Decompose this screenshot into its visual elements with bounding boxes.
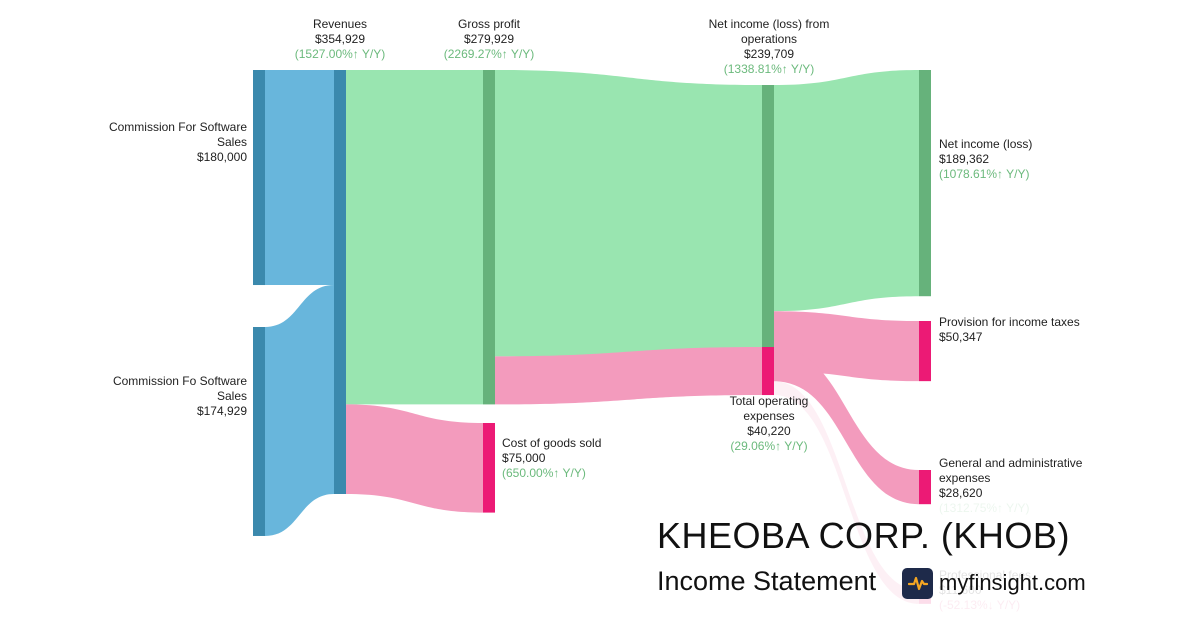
company-title: KHEOBA CORP. (KHOB) bbox=[657, 515, 1070, 556]
label-operating-income: Net income (loss) from operations $239,7… bbox=[704, 17, 834, 77]
label-general-admin-value: $28,620 bbox=[939, 486, 983, 500]
label-operating-income-yoy: (1338.81%↑ Y/Y) bbox=[723, 62, 815, 76]
flow-opi-to-ni bbox=[774, 70, 919, 312]
node-src2 bbox=[253, 327, 265, 536]
flow-src2-to-rev bbox=[265, 285, 334, 536]
label-gross-profit: Gross profit $279,929 (2269.27%↑ Y/Y) bbox=[414, 17, 564, 62]
brand[interactable]: myfinsight.com bbox=[902, 567, 1086, 599]
label-gross-profit-value: $279,929 bbox=[463, 32, 515, 46]
label-src1-name: Commission For Software Sales bbox=[108, 120, 247, 149]
label-general-admin-name: General and administrative expenses bbox=[939, 456, 1083, 485]
label-revenues-yoy: (1527.00%↑ Y/Y) bbox=[294, 47, 386, 61]
flow-rev-to-gp bbox=[346, 70, 483, 405]
label-operating-income-value: $239,709 bbox=[743, 47, 795, 61]
label-operating-expenses-value: $40,220 bbox=[747, 424, 791, 438]
brand-name: myfinsight.com bbox=[939, 570, 1086, 595]
label-cogs-value: $75,000 bbox=[502, 451, 546, 465]
label-src2-value: $174,929 bbox=[196, 404, 247, 418]
label-operating-income-name: Net income (loss) from operations bbox=[708, 17, 830, 46]
flow-opex-to-prof bbox=[774, 381, 919, 604]
label-cogs: Cost of goods sold $75,000 (650.00%↑ Y/Y… bbox=[502, 436, 652, 481]
label-revenues-name: Revenues bbox=[312, 17, 368, 31]
label-gross-profit-name: Gross profit bbox=[457, 17, 520, 31]
label-professional-fees-value: $11,600 bbox=[939, 583, 982, 597]
label-professional-fees-name: Professional fees bbox=[939, 568, 1032, 582]
flow-gp-to-opex bbox=[495, 347, 762, 405]
label-operating-expenses: Total operating expenses $40,220 (29.06%… bbox=[714, 394, 824, 454]
label-src2: Commission Fo Software Sales $174,929 bbox=[80, 374, 247, 419]
flow-rev-to-cogs bbox=[346, 404, 483, 513]
node-rev bbox=[334, 70, 346, 494]
label-cogs-yoy: (650.00%↑ Y/Y) bbox=[502, 466, 586, 480]
label-net-income-name: Net income (loss) bbox=[939, 137, 1033, 151]
label-income-taxes-value: $50,347 bbox=[939, 330, 983, 344]
label-revenues-value: $354,929 bbox=[314, 32, 366, 46]
node-opex bbox=[762, 347, 774, 396]
label-income-taxes: Provision for income taxes $50,347 bbox=[939, 315, 1119, 345]
node-opi bbox=[762, 85, 774, 372]
label-net-income: Net income (loss) $189,362 (1078.61%↑ Y/… bbox=[939, 137, 1099, 182]
label-cogs-name: Cost of goods sold bbox=[502, 436, 602, 450]
label-gross-profit-yoy: (2269.27%↑ Y/Y) bbox=[443, 47, 535, 61]
label-net-income-value: $189,362 bbox=[939, 152, 990, 166]
label-income-taxes-name: Provision for income taxes bbox=[939, 315, 1080, 329]
label-src2-name: Commission Fo Software Sales bbox=[112, 374, 247, 403]
label-professional-fees-yoy: (-52.13%↓ Y/Y) bbox=[939, 598, 1021, 612]
flow-src1-to-rev bbox=[265, 70, 334, 286]
label-operating-expenses-name: Total operating expenses bbox=[729, 394, 809, 423]
label-professional-fees: Professional fees $11,600 (-52.13%↓ Y/Y) bbox=[939, 568, 1089, 613]
node-gp bbox=[483, 70, 495, 405]
label-operating-expenses-yoy: (29.06%↑ Y/Y) bbox=[730, 439, 808, 453]
label-general-admin: General and administrative expenses $28,… bbox=[939, 456, 1089, 516]
node-ga bbox=[919, 470, 931, 505]
statement-subtitle: Income Statement bbox=[657, 566, 877, 596]
label-net-income-yoy: (1078.61%↑ Y/Y) bbox=[939, 167, 1030, 181]
node-tax bbox=[919, 321, 931, 382]
flow-opex-to-ga bbox=[774, 347, 919, 505]
node-src1 bbox=[253, 70, 265, 286]
label-revenues: Revenues $354,929 (1527.00%↑ Y/Y) bbox=[270, 17, 410, 62]
label-src1: Commission For Software Sales $180,000 bbox=[80, 120, 247, 165]
node-ni bbox=[919, 70, 931, 297]
pulse-logo-icon bbox=[902, 567, 933, 599]
flow-gp-to-opi bbox=[495, 70, 762, 372]
label-src1-value: $180,000 bbox=[196, 150, 247, 164]
label-general-admin-yoy: (1312.75%↑ Y/Y) bbox=[939, 501, 1030, 515]
node-cogs bbox=[483, 423, 495, 513]
